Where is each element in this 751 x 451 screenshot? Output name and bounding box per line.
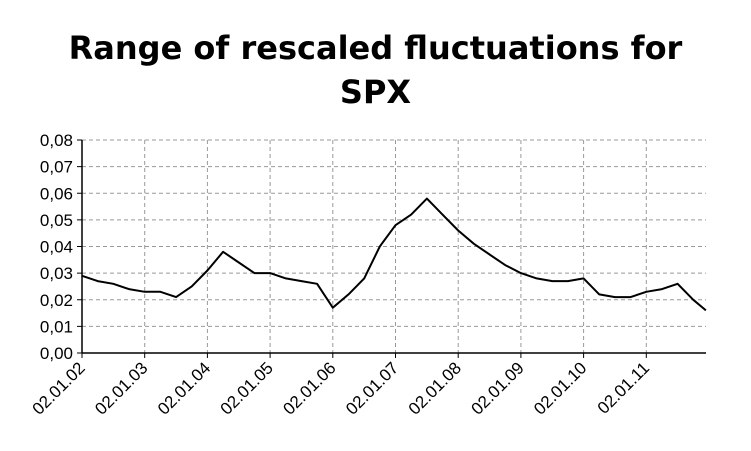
x-tick-label: 02.01.05 (217, 358, 277, 418)
y-tick-label: 0,00 (40, 344, 73, 363)
y-tick-label: 0,03 (40, 264, 73, 283)
x-tick-label: 02.01.06 (279, 358, 339, 418)
gridlines (82, 139, 706, 353)
y-tick-labels: 0,00 0,01 0,02 0,03 0,04 0,05 0,06 0,07 0,08 (40, 131, 73, 363)
x-tick-label: 02.01.09 (467, 358, 527, 418)
chart-title-line-2: SPX (339, 73, 412, 111)
series-line (81, 197, 707, 312)
x-tick-label: 02.01.07 (342, 358, 402, 418)
y-tick-label: 0,06 (40, 184, 73, 203)
x-tick-labels: 02.01.02 02.01.03 02.01.04 02.01.05 02.01.06… (29, 358, 654, 418)
x-tick-label: 02.01.04 (154, 358, 214, 418)
x-tick-label: 02.01.10 (530, 358, 590, 418)
x-tick-label: 02.01.02 (29, 358, 89, 418)
x-tick-label: 02.01.08 (405, 358, 465, 418)
x-tick-label: 02.01.03 (91, 358, 151, 418)
y-tick-label: 0,05 (40, 211, 73, 230)
chart-title: Range of rescaled fluctuations for SPX (0, 26, 751, 114)
chart-title-line-1: Range of rescaled fluctuations for (68, 29, 683, 67)
y-tick-label: 0,02 (40, 291, 73, 310)
y-tick-label: 0,07 (40, 158, 73, 177)
axes (77, 139, 706, 358)
y-tick-label: 0,08 (40, 131, 73, 150)
y-tick-label: 0,01 (40, 317, 73, 336)
y-tick-label: 0,04 (40, 238, 73, 257)
x-tick-label: 02.01.11 (594, 358, 653, 417)
